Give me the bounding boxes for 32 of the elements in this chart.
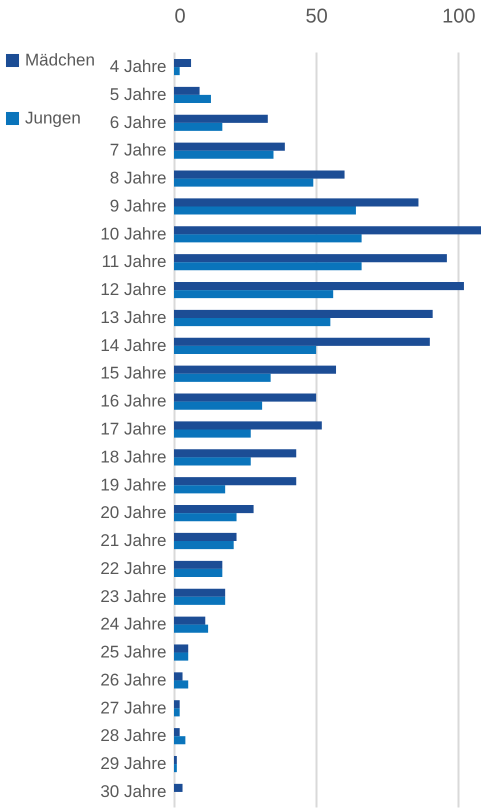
x-tick-label: 0 <box>174 6 186 28</box>
y-tick-label: 23 Jahre <box>100 586 166 606</box>
y-tick-label: 14 Jahre <box>100 336 166 355</box>
y-tick-label: 17 Jahre <box>100 420 166 438</box>
y-tick-label: 15 Jahre <box>100 364 166 383</box>
y-tick-label: 16 Jahre <box>100 392 166 411</box>
x-tick-label: 100 <box>442 6 476 28</box>
y-tick-label: 29 Jahre <box>100 754 166 774</box>
y-tick-label: 12 Jahre <box>100 280 166 300</box>
y-tick-label: 5 Jahre <box>110 84 166 104</box>
y-tick-label: 4 Jahre <box>110 57 166 76</box>
y-tick-label: 30 Jahre <box>100 782 166 801</box>
y-tick-label: 26 Jahre <box>100 670 166 690</box>
y-tick-label: 24 Jahre <box>100 614 166 634</box>
y-tick-label: 9 Jahre <box>110 196 166 216</box>
y-tick-label: 18 Jahre <box>100 447 166 466</box>
y-tick-label: 25 Jahre <box>100 642 166 662</box>
y-tick-label: 20 Jahre <box>100 503 166 522</box>
y-tick-label: 21 Jahre <box>100 531 166 550</box>
y-tick-label: 11 Jahre <box>102 252 166 272</box>
y-tick-label: 19 Jahre <box>100 475 166 494</box>
x-tick-label: 50 <box>306 6 328 28</box>
y-tick-label: 6 Jahre <box>110 112 166 132</box>
legend-label: Jungen <box>25 108 81 128</box>
y-tick-label: 7 Jahre <box>110 140 166 160</box>
y-tick-label: 8 Jahre <box>110 168 166 188</box>
legend-label: Mädchen <box>25 50 95 70</box>
y-tick-label: 10 Jahre <box>100 224 166 244</box>
y-tick-label: 13 Jahre <box>100 308 166 327</box>
y-tick-label: 22 Jahre <box>100 558 166 578</box>
y-tick-label: 27 Jahre <box>100 698 166 718</box>
y-tick-label: 28 Jahre <box>100 726 166 746</box>
